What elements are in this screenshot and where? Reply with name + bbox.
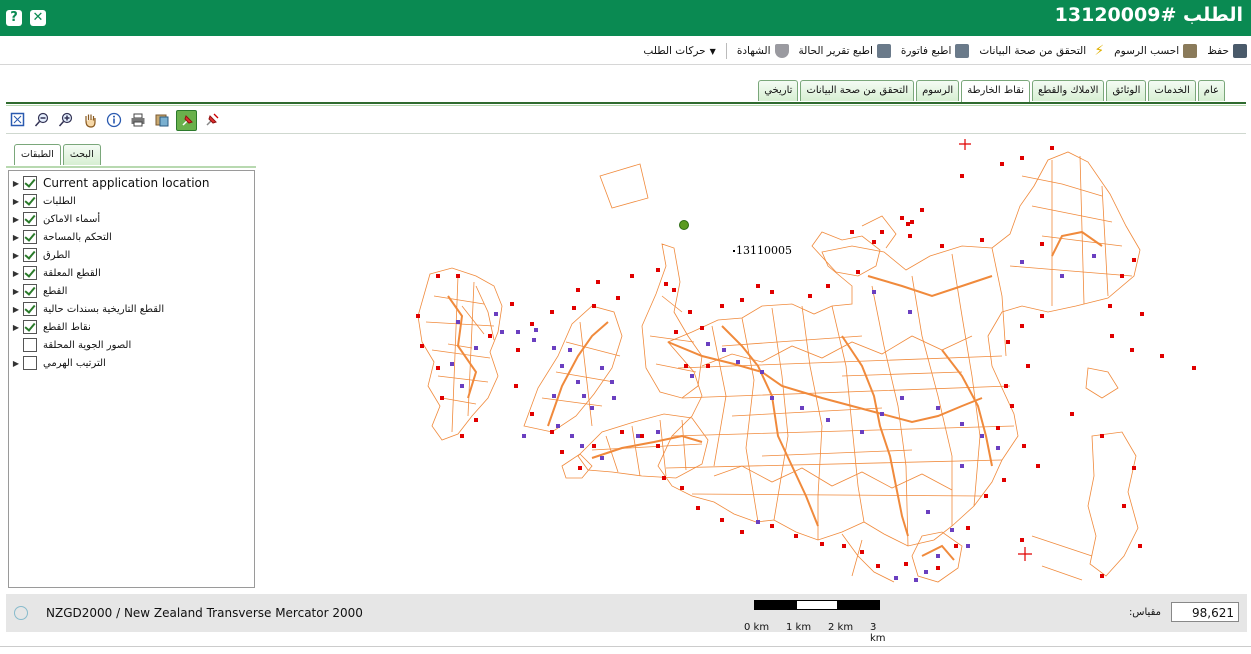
parcel-layer — [417, 151, 1141, 583]
shield-icon — [774, 44, 789, 58]
lightning-icon: ⚡ — [1094, 43, 1105, 59]
print-map-icon[interactable] — [128, 110, 147, 129]
calc-fees-button[interactable]: احسب الرسوم — [1114, 44, 1198, 58]
pan-hand-icon[interactable] — [80, 110, 99, 129]
scale-tick: 3 km — [870, 622, 886, 644]
tab-documents[interactable]: الوثائق — [1106, 80, 1147, 101]
map-label: 13110005 — [736, 244, 792, 257]
label-anchor — [733, 250, 735, 252]
layer-checkbox[interactable] — [23, 356, 37, 370]
expand-arrow-icon[interactable]: ▶ — [12, 268, 20, 278]
save-icon — [1233, 44, 1247, 58]
layer-checkbox[interactable] — [23, 194, 37, 208]
remove-point-icon[interactable] — [202, 110, 221, 129]
scale-bar: 0 km 1 km 2 km 3 km — [744, 600, 886, 644]
toolbar-divider — [6, 133, 1246, 134]
expand-arrow-icon[interactable]: ▶ — [12, 178, 20, 188]
layer-row: ▶ القطع التاريخية بسندات حالية — [9, 300, 249, 318]
layer-row: ▶ القطع — [9, 282, 249, 300]
layer-checkbox[interactable] — [23, 230, 37, 244]
zoom-in-icon[interactable] — [56, 110, 75, 129]
tab-layers[interactable]: الطبقات — [14, 144, 61, 165]
map-canvas[interactable]: 13110005 — [262, 136, 1248, 590]
printer-icon — [876, 44, 891, 58]
tab-fees[interactable]: الرسوم — [916, 80, 960, 101]
layer-row: ▶ القطع المعلقة — [9, 264, 249, 282]
layer-row: ▶ الطلبات — [9, 192, 249, 210]
layer-row: ▶ الترتيب الهرمي — [9, 354, 249, 372]
status-bar: NZGD2000 / New Zealand Transverse Mercat… — [6, 594, 1247, 644]
add-point-icon[interactable] — [176, 110, 197, 131]
layer-checkbox[interactable] — [23, 248, 37, 262]
red-points-layer — [416, 146, 1196, 578]
layer-checkbox[interactable] — [23, 266, 37, 280]
scale-tick: 2 km — [828, 622, 854, 633]
print-status-button[interactable]: اطبع تقرير الحالة — [799, 44, 891, 58]
roads-layer — [447, 230, 1103, 561]
tab-divider — [6, 102, 1246, 104]
actions-dropdown[interactable]: ▼ حركات الطلب — [643, 45, 716, 57]
zoom-out-icon[interactable] — [32, 110, 51, 129]
tab-search[interactable]: البحث — [62, 144, 101, 165]
printer-icon — [955, 44, 970, 58]
scale-label: مقياس: — [1128, 607, 1161, 618]
layer-row: ▶ نقاط القطع — [9, 318, 249, 336]
main-toolbar: حفظ احسب الرسوم ⚡ التحقق من صحة البيانات… — [0, 38, 1251, 65]
map-toolbar — [8, 110, 221, 131]
tab-services[interactable]: الخدمات — [1148, 80, 1196, 101]
full-extent-icon[interactable] — [8, 110, 27, 129]
chevron-down-icon: ▼ — [709, 46, 716, 56]
scale-tick: 1 km — [786, 622, 812, 633]
print-invoice-button[interactable]: اطبع فاتورة — [901, 44, 970, 58]
layer-row: ▶ Current application location — [9, 174, 249, 192]
expand-arrow-icon[interactable]: ▶ — [12, 304, 20, 314]
panel-tabs: الطبقات البحث — [14, 144, 101, 165]
crosshair-icon — [959, 139, 1032, 561]
panel-tab-divider — [6, 166, 256, 168]
scale-input[interactable]: 98,621 — [1171, 602, 1239, 622]
main-tabs: عام الخدمات الوثائق الاملاك والقطع نقاط … — [758, 80, 1225, 102]
layer-row: ▶ الطرق — [9, 246, 249, 264]
purple-points-layer — [450, 254, 1096, 582]
title-bar: ? ✕ الطلب #13120009 — [0, 0, 1251, 36]
export-map-icon[interactable] — [152, 110, 171, 129]
layer-checkbox[interactable] — [23, 320, 37, 334]
scale-tick: 0 km — [744, 622, 770, 633]
tab-validation[interactable]: التحقق من صحة البيانات — [800, 80, 915, 101]
tab-map-points[interactable]: نقاط الخارطة — [961, 80, 1030, 102]
save-button[interactable]: حفظ — [1207, 44, 1247, 58]
calculator-icon — [1183, 44, 1198, 58]
layer-row: الصور الجوية المحلقة — [9, 336, 249, 354]
expand-arrow-icon[interactable]: ▶ — [12, 358, 20, 368]
layer-checkbox[interactable] — [23, 212, 37, 226]
bottom-divider — [0, 646, 1251, 647]
validate-button[interactable]: ⚡ التحقق من صحة البيانات — [979, 43, 1105, 59]
application-location-marker — [679, 220, 689, 230]
expand-arrow-icon[interactable]: ▶ — [12, 232, 20, 242]
tab-history[interactable]: تاريخي — [758, 80, 799, 101]
layer-row: ▶ أسماء الاماكن — [9, 210, 249, 228]
crs-label: NZGD2000 / New Zealand Transverse Mercat… — [46, 606, 363, 620]
tab-general[interactable]: عام — [1197, 80, 1225, 101]
layer-checkbox[interactable] — [23, 302, 37, 316]
expand-arrow-icon[interactable]: ▶ — [12, 214, 20, 224]
tab-divider-light — [6, 105, 1246, 106]
layer-checkbox[interactable] — [23, 338, 37, 352]
layers-panel: ▶ Current application location ▶ الطلبات… — [8, 170, 255, 588]
layer-checkbox[interactable] — [23, 284, 37, 298]
window-title: الطلب #13120009 — [1054, 4, 1243, 26]
layer-checkbox[interactable] — [23, 176, 37, 190]
expand-arrow-icon[interactable]: ▶ — [12, 196, 20, 206]
certificate-button[interactable]: الشهادة — [737, 44, 789, 58]
close-icon[interactable]: ✕ — [30, 10, 46, 26]
expand-arrow-icon[interactable]: ▶ — [12, 322, 20, 332]
layer-row: ▶ التحكم بالمساحة — [9, 228, 249, 246]
globe-icon — [14, 606, 28, 620]
tab-properties[interactable]: الاملاك والقطع — [1032, 80, 1105, 101]
help-icon[interactable]: ? — [6, 10, 22, 26]
expand-arrow-icon[interactable]: ▶ — [12, 250, 20, 260]
expand-arrow-icon[interactable]: ▶ — [12, 286, 20, 296]
info-icon[interactable] — [104, 110, 123, 129]
toolbar-separator — [725, 43, 727, 59]
